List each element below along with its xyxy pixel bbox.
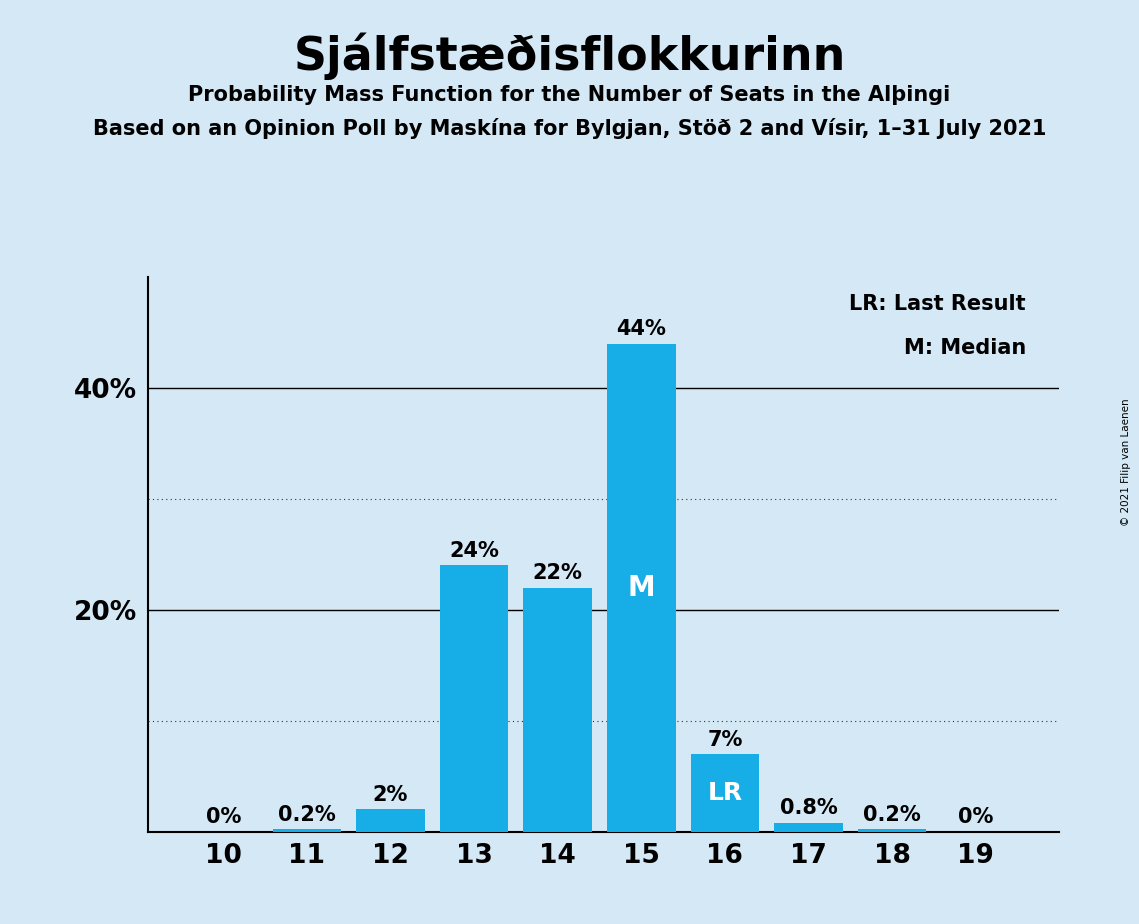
Text: 44%: 44% bbox=[616, 320, 666, 339]
Bar bbox=[524, 588, 592, 832]
Bar bbox=[272, 830, 342, 832]
Text: 0.2%: 0.2% bbox=[278, 805, 336, 825]
Text: 0.2%: 0.2% bbox=[863, 805, 921, 825]
Bar bbox=[858, 830, 926, 832]
Text: 0%: 0% bbox=[958, 808, 993, 827]
Text: LR: Last Result: LR: Last Result bbox=[850, 294, 1026, 314]
Text: M: Median: M: Median bbox=[903, 338, 1026, 359]
Text: LR: LR bbox=[707, 781, 743, 805]
Text: M: M bbox=[628, 574, 655, 602]
Bar bbox=[775, 822, 843, 832]
Text: Sjálfstæðisflokkurinn: Sjálfstæðisflokkurinn bbox=[294, 32, 845, 79]
Text: © 2021 Filip van Laenen: © 2021 Filip van Laenen bbox=[1121, 398, 1131, 526]
Text: Probability Mass Function for the Number of Seats in the Alþingi: Probability Mass Function for the Number… bbox=[188, 85, 951, 105]
Bar bbox=[690, 754, 760, 832]
Text: 2%: 2% bbox=[372, 785, 408, 805]
Bar bbox=[607, 344, 675, 832]
Text: 0.8%: 0.8% bbox=[779, 798, 837, 819]
Text: 24%: 24% bbox=[449, 541, 499, 561]
Text: 7%: 7% bbox=[707, 730, 743, 749]
Text: Based on an Opinion Poll by Maskína for Bylgjan, Stöð 2 and Vísir, 1–31 July 202: Based on an Opinion Poll by Maskína for … bbox=[92, 118, 1047, 140]
Bar bbox=[440, 565, 508, 832]
Text: 0%: 0% bbox=[206, 808, 241, 827]
Bar bbox=[357, 809, 425, 832]
Text: 22%: 22% bbox=[533, 564, 583, 583]
